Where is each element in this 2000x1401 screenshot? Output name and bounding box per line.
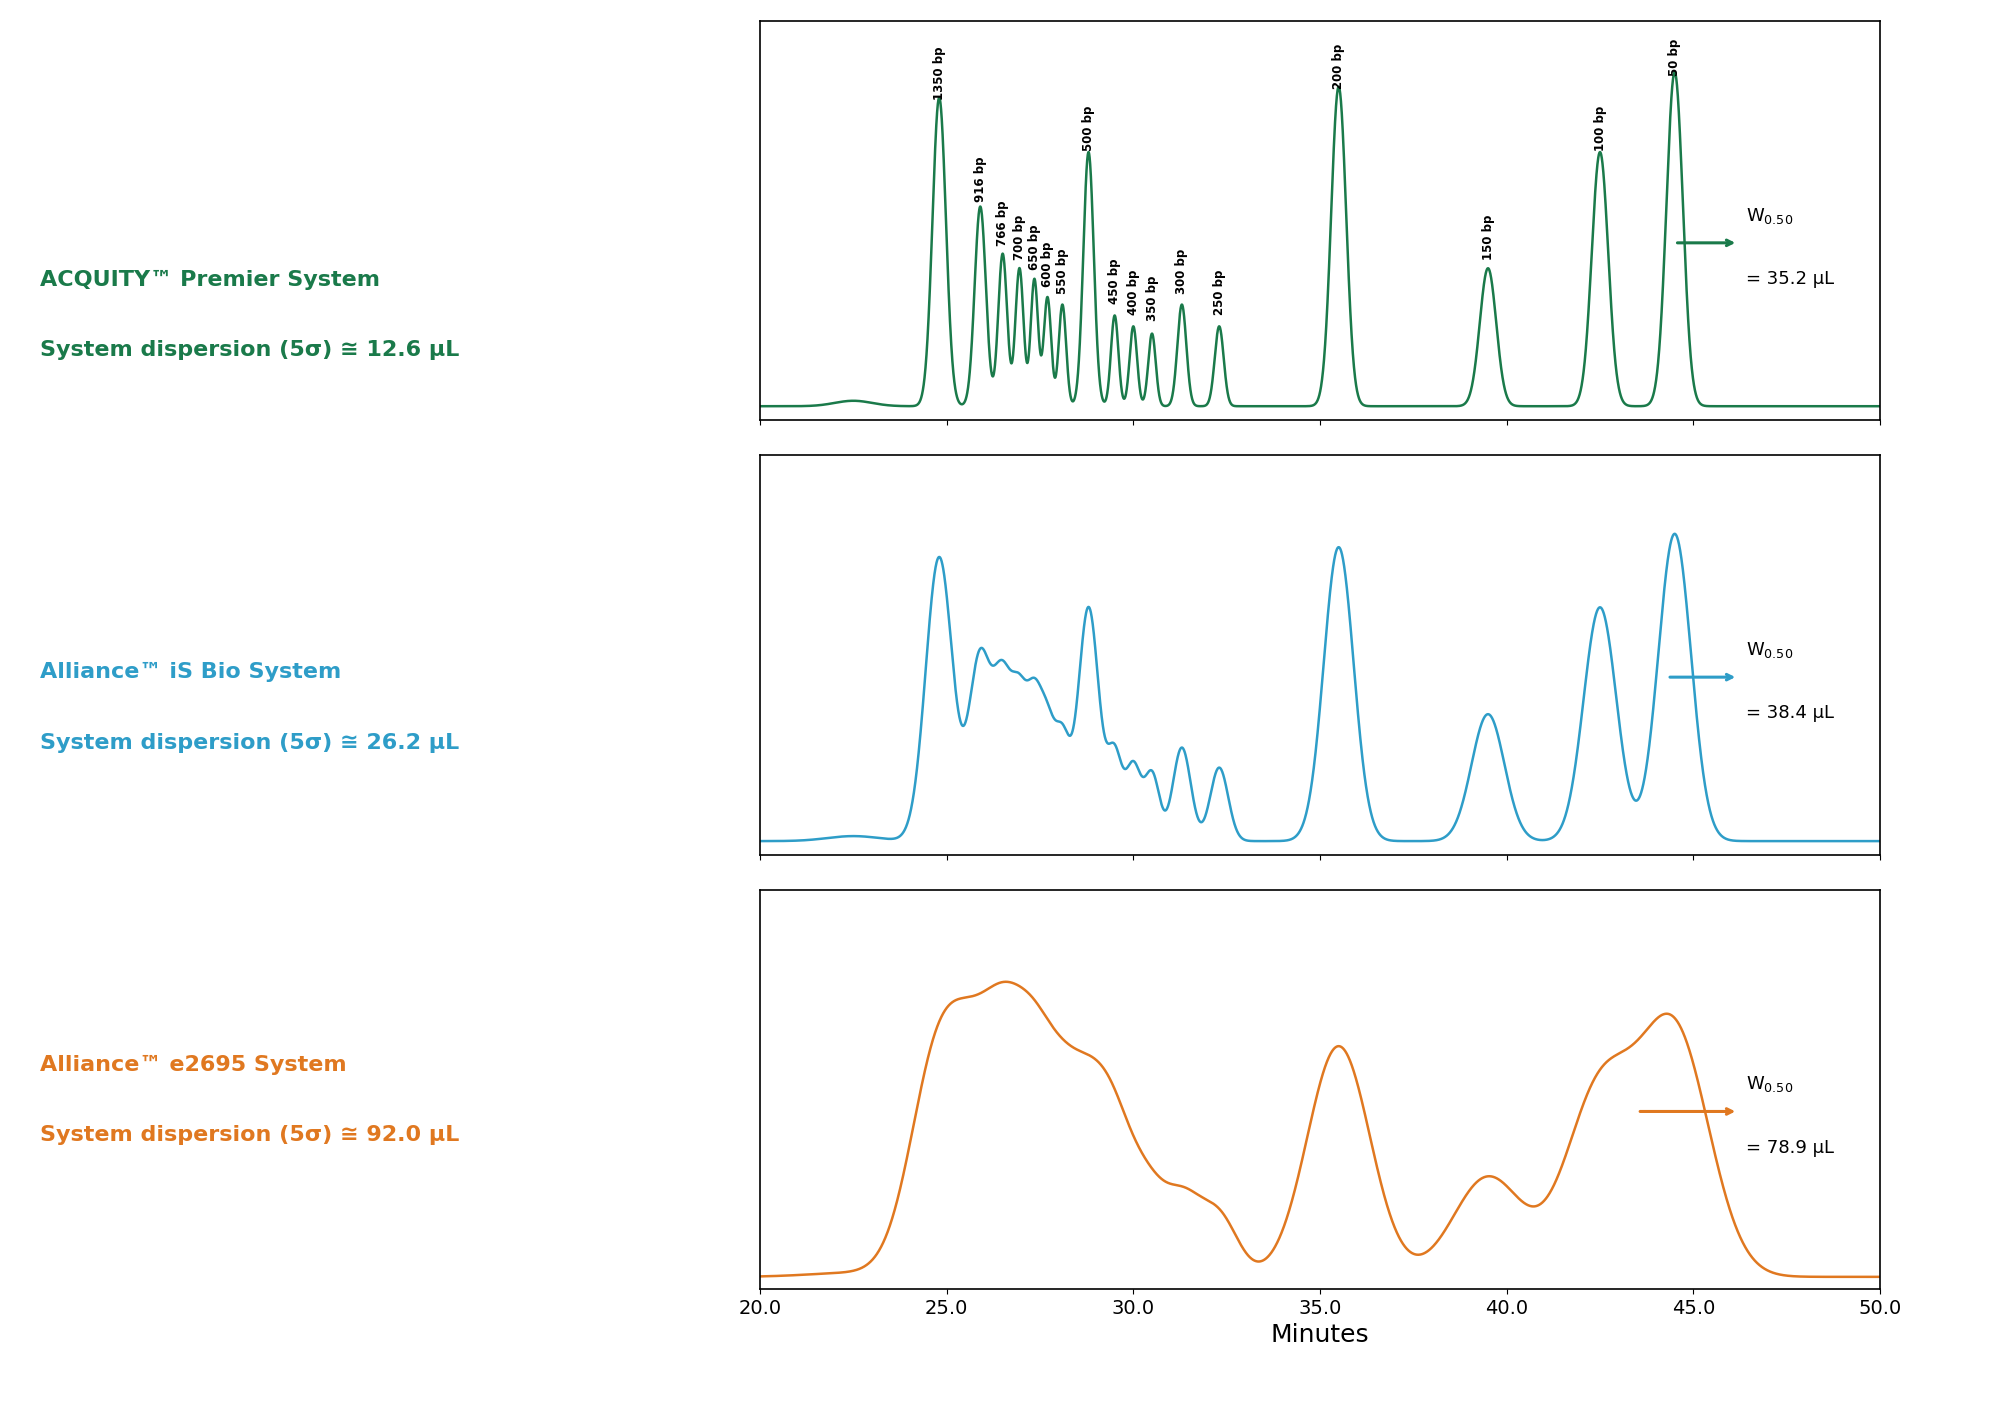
Text: 250 bp: 250 bp xyxy=(1212,269,1226,314)
Text: 916 bp: 916 bp xyxy=(974,157,986,202)
Text: 766 bp: 766 bp xyxy=(996,200,1010,247)
Text: System dispersion (5σ) ≅ 12.6 μL: System dispersion (5σ) ≅ 12.6 μL xyxy=(40,340,460,360)
Text: = 38.4 μL: = 38.4 μL xyxy=(1746,705,1834,723)
Text: 550 bp: 550 bp xyxy=(1056,248,1068,294)
Text: 350 bp: 350 bp xyxy=(1146,276,1158,321)
Text: 50 bp: 50 bp xyxy=(1668,38,1682,76)
Text: 650 bp: 650 bp xyxy=(1028,224,1040,270)
Text: System dispersion (5σ) ≅ 26.2 μL: System dispersion (5σ) ≅ 26.2 μL xyxy=(40,733,460,752)
Text: 450 bp: 450 bp xyxy=(1108,259,1122,304)
Text: 700 bp: 700 bp xyxy=(1012,214,1026,261)
Text: ACQUITY™ Premier System: ACQUITY™ Premier System xyxy=(40,270,380,290)
Text: 200 bp: 200 bp xyxy=(1332,43,1346,90)
Text: Alliance™ e2695 System: Alliance™ e2695 System xyxy=(40,1055,346,1075)
Text: W$_{0.50}$: W$_{0.50}$ xyxy=(1746,1075,1792,1094)
Text: 100 bp: 100 bp xyxy=(1594,105,1606,151)
Text: W$_{0.50}$: W$_{0.50}$ xyxy=(1746,640,1792,660)
Text: 600 bp: 600 bp xyxy=(1040,242,1054,287)
Text: Alliance™ iS Bio System: Alliance™ iS Bio System xyxy=(40,663,342,682)
Text: 400 bp: 400 bp xyxy=(1126,269,1140,314)
Text: W$_{0.50}$: W$_{0.50}$ xyxy=(1746,206,1792,226)
Text: 300 bp: 300 bp xyxy=(1176,249,1188,294)
Text: 150 bp: 150 bp xyxy=(1482,214,1494,261)
Text: 500 bp: 500 bp xyxy=(1082,105,1096,151)
Text: = 35.2 μL: = 35.2 μL xyxy=(1746,270,1834,289)
Text: System dispersion (5σ) ≅ 92.0 μL: System dispersion (5σ) ≅ 92.0 μL xyxy=(40,1125,460,1145)
X-axis label: Minutes: Minutes xyxy=(1270,1323,1370,1348)
Text: = 78.9 μL: = 78.9 μL xyxy=(1746,1139,1834,1157)
Text: 1350 bp: 1350 bp xyxy=(932,46,946,99)
